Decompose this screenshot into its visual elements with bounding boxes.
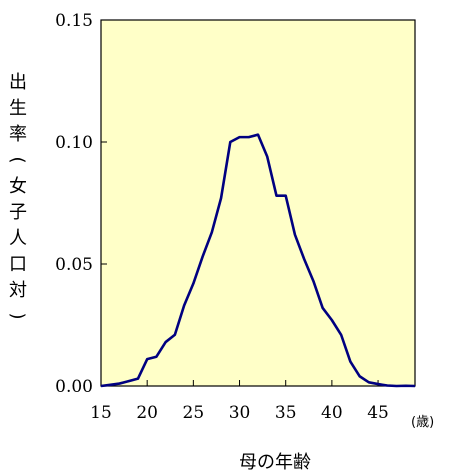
x-axis-unit: (歳) [411,415,434,430]
y-label-char: 生 [9,98,27,119]
y-label-char: ( [7,156,28,163]
y-label-char: ) [7,312,28,319]
y-label-char: 対 [9,280,27,301]
x-tick-label: 15 [90,403,112,423]
x-tick-label: 45 [367,403,389,423]
x-tick-label: 30 [229,403,251,423]
x-tick-label: 20 [136,403,158,423]
y-tick-label: 0.05 [55,255,93,275]
x-axis-tick-labels: 15 20 25 30 35 40 45 [90,403,389,423]
y-tick-label: 0.00 [55,377,93,397]
y-tick-label: 0.15 [55,11,93,31]
y-label-char: 女 [9,176,27,197]
y-label-char: 口 [9,254,27,275]
x-tick-label: 25 [183,403,205,423]
y-label-char: 出 [9,72,27,93]
y-label-char: 人 [9,228,27,249]
y-axis-tick-labels: 0.00 0.05 0.10 0.15 [55,11,93,397]
x-tick-label: 35 [275,403,297,423]
x-tick-label: 40 [321,403,343,423]
y-tick-label: 0.10 [55,133,93,153]
y-label-char: 率 [9,124,27,145]
x-axis-title: 母の年齢 [239,452,311,471]
plot-area [100,19,416,387]
series-line [100,133,416,388]
y-label-char: 子 [9,202,27,223]
